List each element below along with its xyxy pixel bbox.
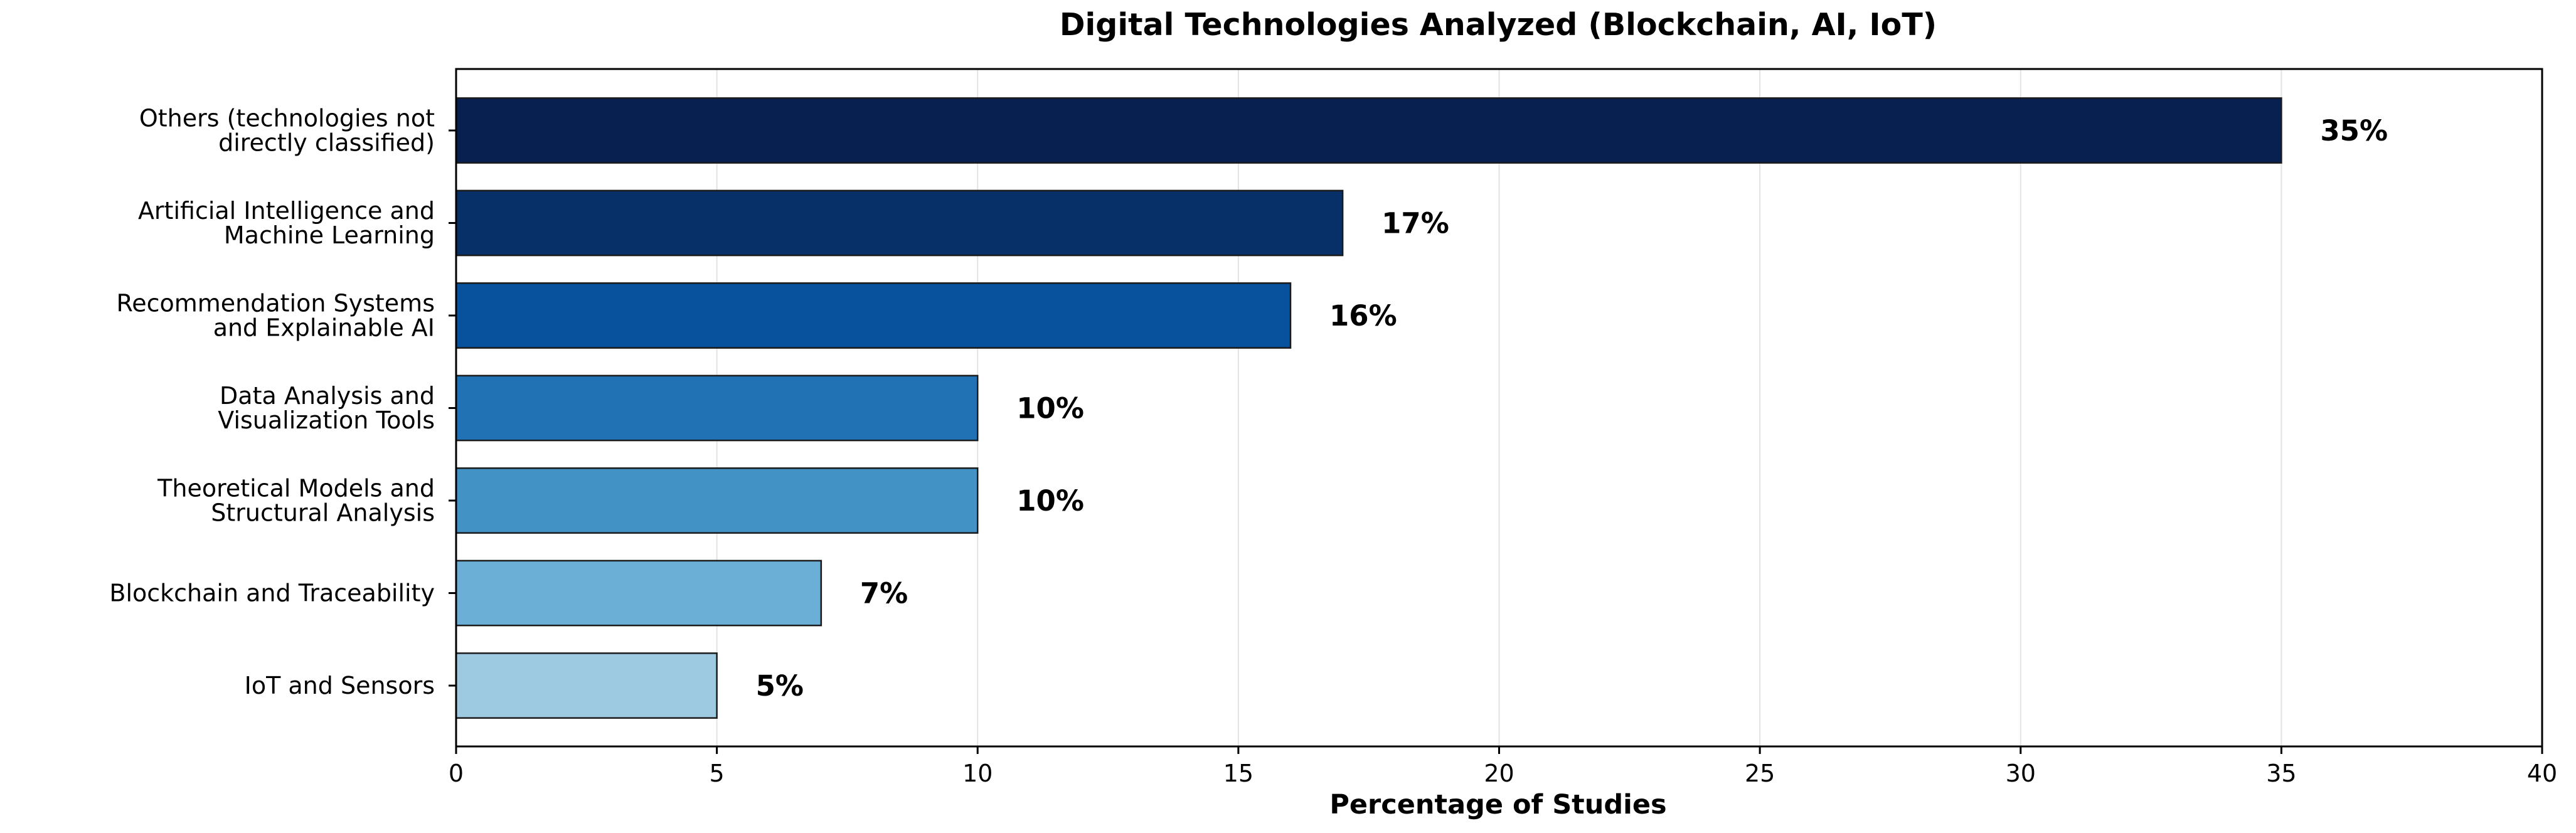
x-tick-label: 20 <box>1484 760 1514 787</box>
data-label: 10% <box>1016 484 1084 517</box>
x-tick-label: 15 <box>1223 760 1253 787</box>
x-tick-label: 0 <box>449 760 464 787</box>
bar <box>455 652 718 719</box>
category-label: IoT and Sensors <box>245 672 435 699</box>
data-label: 7% <box>860 577 908 610</box>
category-label-line: Recommendation Systems <box>117 290 435 317</box>
x-axis-label: Percentage of Studies <box>1329 789 1666 820</box>
category-labels: Others (technologies not directly classif… <box>109 105 456 699</box>
x-tick-label: 25 <box>1745 760 1775 787</box>
chart-title: Digital Technologies Analyzed (Blockchai… <box>1060 7 1937 43</box>
bar <box>455 560 822 627</box>
category-label-line: Data Analysis and <box>220 382 435 410</box>
x-axis-ticks: 0 5 10 15 20 25 30 35 40 <box>449 746 2557 787</box>
category-label-line: IoT and Sensors <box>245 672 435 699</box>
category-label-line: Visualization Tools <box>218 406 435 434</box>
data-label: 5% <box>756 669 804 703</box>
category-label-line: directly classified) <box>218 129 435 157</box>
category-label-line: Structural Analysis <box>211 499 435 527</box>
data-label: 35% <box>2320 114 2388 147</box>
x-tick-label: 35 <box>2266 760 2296 787</box>
category-label-line: Others (technologies not <box>139 105 435 132</box>
category-label: Theoretical Models and Structural Analysi… <box>157 475 435 527</box>
bar <box>455 467 979 534</box>
category-label-line: Artificial Intelligence and <box>138 197 435 225</box>
category-label: Recommendation Systems and Explainable AI <box>117 290 435 342</box>
data-labels: 35% 17% 16% 10% 10% 7% 5% <box>756 114 2388 703</box>
category-label-line: and Explainable AI <box>213 314 435 342</box>
data-label: 10% <box>1016 392 1084 425</box>
bar <box>455 282 1292 349</box>
category-label-line: Blockchain and Traceability <box>109 580 435 607</box>
data-label: 16% <box>1329 299 1397 332</box>
x-tick-label: 10 <box>962 760 993 787</box>
x-tick-label: 40 <box>2527 760 2557 787</box>
category-label: Blockchain and Traceability <box>109 580 435 607</box>
bar <box>455 97 2282 164</box>
category-label-line: Machine Learning <box>224 221 435 249</box>
plot-frame <box>455 68 2543 748</box>
category-label: Artificial Intelligence and Machine Learn… <box>138 197 435 249</box>
category-label: Data Analysis and Visualization Tools <box>218 382 435 434</box>
category-label: Others (technologies not directly classif… <box>139 105 435 157</box>
data-label: 17% <box>1381 207 1449 240</box>
x-tick-label: 30 <box>2006 760 2036 787</box>
category-label-line: Theoretical Models and <box>157 475 435 502</box>
bar <box>455 374 979 442</box>
x-tick-label: 5 <box>710 760 725 787</box>
bar <box>455 189 1344 257</box>
bars <box>455 97 2282 719</box>
